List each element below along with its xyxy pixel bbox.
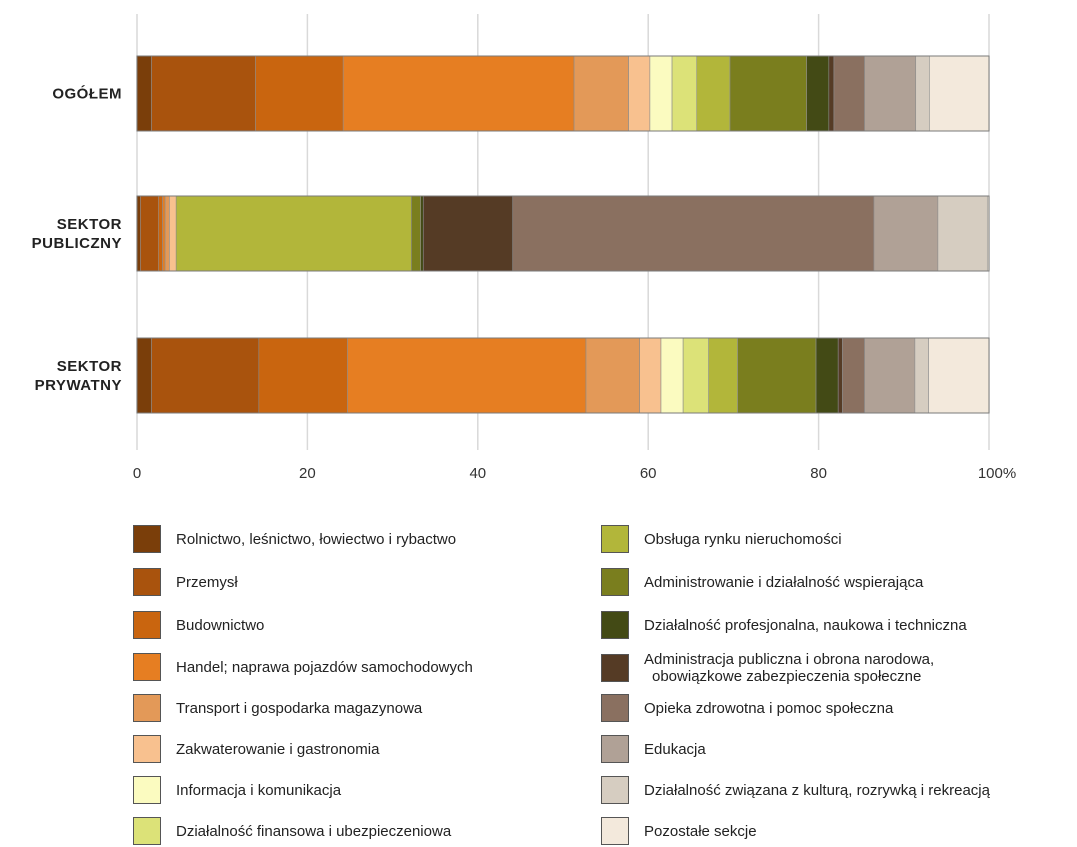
bar-segment xyxy=(420,195,424,272)
bar-segment xyxy=(833,55,865,132)
bar-segment xyxy=(140,195,159,272)
bar-segment xyxy=(255,55,344,132)
bar-group xyxy=(136,337,990,414)
bar-group xyxy=(136,55,990,132)
bar-segment xyxy=(864,55,917,132)
bar-segment xyxy=(873,195,939,272)
bar-segment xyxy=(837,337,843,414)
bar-segment xyxy=(649,55,673,132)
bar-segment xyxy=(915,55,930,132)
bar-segment xyxy=(708,337,738,414)
bar-segment xyxy=(342,55,575,132)
bar-segment xyxy=(729,55,807,132)
bars xyxy=(136,55,990,414)
bar-group xyxy=(136,195,990,272)
category-labels: OGÓŁEM SEKTOR PUBLICZNY SEKTOR PRYWATNY xyxy=(32,85,122,395)
x-axis: 0 20 40 60 80 100% xyxy=(133,465,1016,482)
x-tick-label: 60 xyxy=(640,465,657,482)
x-tick-label: 80 xyxy=(810,465,827,482)
bar-segment xyxy=(169,195,177,272)
bar-segment xyxy=(136,55,152,132)
bar-segment xyxy=(164,195,170,272)
bar-segment xyxy=(842,337,865,414)
x-tick-label: 100% xyxy=(978,465,1016,482)
x-tick-label: 0 xyxy=(133,465,141,482)
category-label: SEKTOR PRYWATNY xyxy=(35,358,122,394)
bar-segment xyxy=(828,55,835,132)
bar-segment xyxy=(422,195,514,272)
bar-outline xyxy=(136,55,990,132)
x-tick-label: 40 xyxy=(469,465,486,482)
bar-segment xyxy=(411,195,422,272)
bar-segment xyxy=(573,55,629,132)
bar-segment xyxy=(175,195,412,272)
bar-segment xyxy=(158,195,163,272)
bar-segment xyxy=(162,195,166,272)
bar-segment xyxy=(671,55,698,132)
bar-segment xyxy=(864,337,916,414)
bar-segment xyxy=(682,337,709,414)
bar-outline xyxy=(136,337,990,414)
bar-segment xyxy=(928,337,990,414)
bar-segment xyxy=(660,337,684,414)
bar-segment xyxy=(639,337,662,414)
bar-segment xyxy=(151,55,256,132)
bar-segment xyxy=(347,337,587,414)
bar-outline xyxy=(136,195,990,272)
bar-segment xyxy=(737,337,817,414)
bar-segment xyxy=(628,55,651,132)
bar-segment xyxy=(929,55,990,132)
bar-segment xyxy=(585,337,640,414)
bar-segment xyxy=(914,337,929,414)
bar-segment xyxy=(258,337,348,414)
bar-segment xyxy=(806,55,830,132)
bar-segment xyxy=(136,195,141,272)
bar-segment xyxy=(815,337,839,414)
bar-segment xyxy=(696,55,731,132)
bar-segment xyxy=(136,337,152,414)
bar-segment xyxy=(937,195,988,272)
bar-segment xyxy=(512,195,875,272)
category-label: OGÓŁEM xyxy=(52,85,122,103)
bar-segment xyxy=(151,337,260,414)
category-label: SEKTOR PUBLICZNY xyxy=(32,216,122,252)
x-tick-label: 20 xyxy=(299,465,316,482)
